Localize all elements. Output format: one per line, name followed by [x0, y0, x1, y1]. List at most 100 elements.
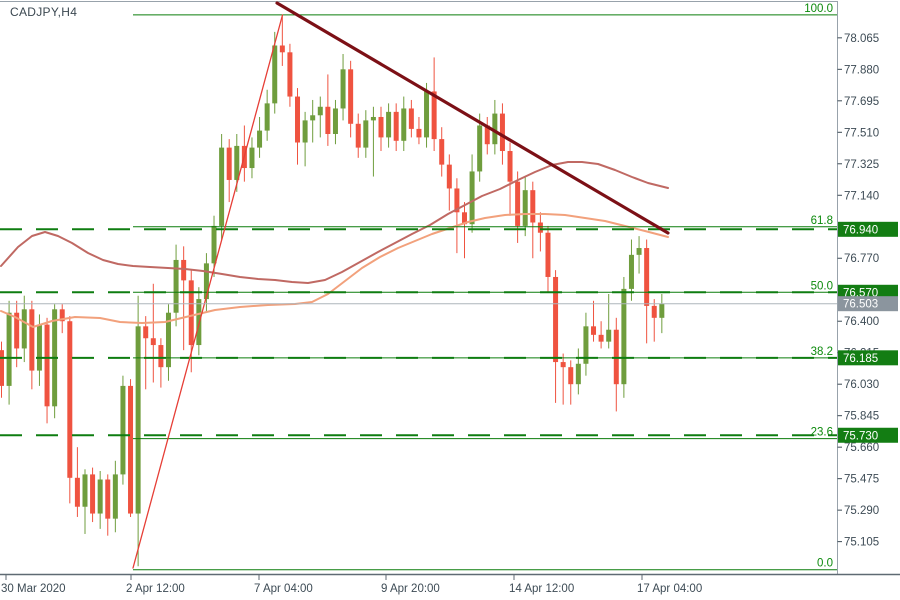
candle-body — [408, 108, 414, 129]
candle — [591, 300, 597, 342]
candle-body — [386, 111, 392, 138]
candle-body — [499, 113, 505, 152]
level-price-tag-bg — [838, 350, 898, 366]
candle — [128, 379, 134, 517]
candle — [484, 116, 490, 155]
symbol-timeframe-label: CADJPY,H4 — [10, 5, 78, 19]
candle-body — [165, 312, 171, 368]
candle-body — [598, 334, 604, 342]
candle-body — [249, 147, 255, 169]
candle — [135, 295, 141, 567]
candle — [105, 474, 111, 536]
candle — [97, 470, 103, 529]
candle-body — [515, 181, 521, 226]
candle — [325, 74, 331, 146]
candle-body — [355, 123, 361, 148]
candle-body — [522, 190, 528, 226]
candle — [651, 299, 657, 342]
candle-body — [59, 309, 65, 322]
candle — [659, 293, 665, 334]
time-axis-label: 7 Apr 04:00 — [254, 583, 313, 595]
candle — [386, 103, 392, 148]
candle-body — [492, 113, 498, 145]
candle-body — [105, 479, 111, 519]
candle-body — [393, 111, 399, 141]
candle-body — [74, 477, 80, 507]
candle-body — [454, 188, 460, 213]
price-axis-label: 76.030 — [844, 379, 879, 391]
candle-body — [226, 147, 232, 180]
price-axis-label: 76.400 — [844, 316, 879, 328]
candle — [203, 253, 209, 313]
candle-body — [621, 288, 627, 385]
fib-level-label-23.6: 23.6 — [811, 427, 833, 439]
candle — [393, 103, 399, 152]
descending-trendline[interactable] — [275, 1, 670, 235]
candle-body — [211, 225, 217, 264]
level-price-tag: 76.185 — [838, 350, 898, 366]
level-price-tag-bg — [838, 427, 898, 443]
candle-body — [332, 108, 338, 134]
candle-body — [537, 222, 543, 233]
candle-body — [575, 363, 581, 385]
candle — [408, 99, 414, 138]
candle-body — [416, 128, 422, 138]
level-price-tag-text: 76.185 — [843, 353, 878, 365]
candle — [568, 360, 574, 405]
candle-body — [530, 190, 536, 223]
price-axis-label: 75.105 — [844, 537, 879, 549]
fib-level-label-61.8: 61.8 — [811, 215, 833, 227]
candle-body — [219, 147, 225, 226]
chart-frame — [0, 1, 900, 576]
candle — [461, 202, 467, 259]
candle — [332, 99, 338, 145]
candle-body — [310, 115, 316, 121]
candle-body — [295, 96, 301, 143]
time-axis-label: 14 Apr 12:00 — [509, 583, 574, 595]
fibonacci-retracement[interactable]: 100.0 61.8 50.0 38.2 23.6 0.0 — [133, 3, 837, 571]
candle-body — [188, 280, 194, 346]
candle — [530, 181, 536, 259]
candle — [537, 212, 543, 252]
candle-body — [636, 248, 642, 255]
candle-body — [21, 309, 27, 349]
level-price-tag-text: 75.730 — [843, 430, 878, 442]
candle-body — [363, 120, 369, 148]
price-axis-label: 77.880 — [844, 64, 879, 76]
candle-body — [431, 91, 437, 140]
time-axis[interactable]: 30 Mar 2020 2 Apr 12:00 7 Apr 04:00 9 Apr 2… — [1, 575, 702, 595]
candle — [6, 300, 12, 405]
ascending-trendline[interactable] — [132, 14, 284, 569]
candle-body — [659, 303, 665, 318]
trendlines[interactable] — [132, 1, 670, 569]
candle — [36, 314, 42, 386]
candle — [515, 171, 521, 243]
candle — [348, 60, 354, 138]
candle — [363, 110, 369, 158]
candle — [621, 276, 627, 398]
support-resistance-lines[interactable] — [0, 228, 837, 437]
candle — [492, 99, 498, 155]
current-price-tag-text: 76.503 — [843, 299, 878, 311]
candle — [575, 348, 581, 395]
candle-body — [439, 139, 445, 165]
candle — [188, 270, 194, 373]
candle-body — [287, 52, 293, 97]
candle-body — [553, 276, 559, 363]
candle — [287, 43, 293, 107]
level-price-tag: 76.940 — [838, 221, 898, 237]
candle-body — [150, 338, 156, 346]
candle — [21, 295, 27, 363]
candle-body — [257, 130, 263, 148]
candle-body — [120, 385, 126, 475]
price-axis[interactable]: 78.065 77.880 77.695 77.510 77.325 77.140 76.7… — [837, 33, 899, 549]
fib-level-label-38.2: 38.2 — [811, 346, 833, 358]
candle — [295, 88, 301, 165]
candle-body — [14, 312, 20, 349]
candle-body — [302, 120, 308, 143]
candle — [249, 137, 255, 179]
candle-body — [264, 103, 270, 131]
candle — [613, 317, 619, 412]
